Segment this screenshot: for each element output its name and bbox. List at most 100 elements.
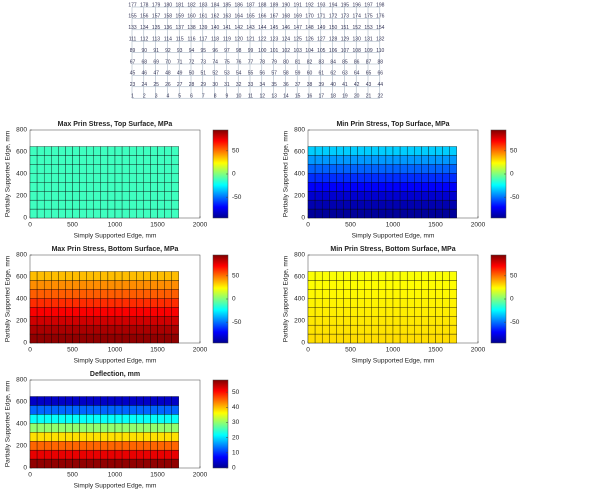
mesh-cell bbox=[343, 298, 351, 308]
mesh-cell bbox=[121, 432, 130, 442]
mesh-cell bbox=[371, 182, 380, 192]
mesh-cell bbox=[150, 396, 158, 406]
node-label: 79 bbox=[271, 59, 277, 65]
mesh-cell bbox=[421, 316, 429, 326]
mesh-cell bbox=[58, 324, 66, 335]
mesh-cell bbox=[428, 208, 436, 219]
mesh-cell bbox=[58, 441, 66, 451]
mesh-cell bbox=[107, 164, 116, 174]
mesh-cell bbox=[51, 280, 59, 290]
mesh-cell bbox=[51, 191, 59, 201]
mesh-cell bbox=[164, 432, 172, 442]
colorbar-tick-label: -50 bbox=[232, 319, 242, 326]
mesh-cell bbox=[29, 280, 38, 290]
mesh-cell bbox=[114, 182, 123, 192]
mesh-cell bbox=[86, 182, 94, 192]
mesh-cell bbox=[314, 182, 323, 192]
mesh-cell bbox=[364, 155, 372, 165]
mesh-cell bbox=[51, 199, 59, 210]
node-label: 4 bbox=[167, 94, 170, 100]
mesh-cell bbox=[121, 173, 130, 183]
mesh-cell bbox=[336, 271, 344, 281]
node-label: 32 bbox=[236, 82, 242, 88]
node-label: 75 bbox=[224, 59, 230, 65]
node-label: 57 bbox=[271, 71, 277, 77]
mesh-cell bbox=[357, 208, 365, 219]
mesh-cell bbox=[442, 173, 450, 183]
mesh-cell bbox=[100, 324, 109, 335]
node-label: 83 bbox=[319, 59, 325, 65]
mesh-cell bbox=[58, 333, 66, 344]
mesh-cell bbox=[79, 208, 87, 219]
colorbar bbox=[212, 379, 229, 469]
mesh-cell bbox=[72, 155, 80, 165]
colorbar-tick-label: 10 bbox=[232, 450, 240, 457]
mesh-cell bbox=[107, 199, 116, 210]
mesh-cell bbox=[65, 298, 73, 308]
node-label: 116 bbox=[188, 37, 196, 43]
panel-title: Max Prin Stress, Top Surface, MPa bbox=[58, 121, 173, 128]
node-label: 69 bbox=[153, 59, 159, 65]
node-label: 142 bbox=[235, 25, 244, 31]
mesh-cell bbox=[385, 199, 394, 210]
mesh-cell bbox=[51, 414, 59, 424]
mesh-cell bbox=[100, 316, 109, 326]
mesh-cell bbox=[150, 199, 158, 210]
mesh-cell bbox=[357, 155, 365, 165]
mesh-cell bbox=[29, 164, 38, 174]
mesh-cell bbox=[371, 324, 380, 335]
mesh-cell bbox=[157, 182, 165, 192]
node-label: 92 bbox=[165, 48, 171, 54]
mesh-cell bbox=[29, 199, 38, 210]
node-label: 12 bbox=[260, 94, 266, 100]
node-label: 60 bbox=[307, 71, 313, 77]
mesh-cell bbox=[65, 271, 73, 281]
mesh-cell bbox=[150, 271, 158, 281]
mesh-cell bbox=[114, 164, 123, 174]
mesh-cell bbox=[72, 432, 80, 442]
mesh-cell bbox=[114, 173, 123, 183]
mesh-cell bbox=[107, 208, 116, 219]
mesh-cell bbox=[435, 164, 443, 174]
node-label: 99 bbox=[248, 48, 254, 54]
mesh-cell bbox=[307, 191, 316, 201]
mesh-cell bbox=[421, 271, 429, 281]
mesh-cell bbox=[350, 324, 358, 335]
mesh-cell bbox=[435, 316, 443, 326]
mesh-cell bbox=[58, 199, 66, 210]
mesh-cell bbox=[150, 280, 158, 290]
mesh-cell bbox=[72, 199, 80, 210]
mesh-cell bbox=[428, 164, 436, 174]
node-label: 33 bbox=[248, 82, 254, 88]
mesh-cell bbox=[79, 182, 87, 192]
mesh-cell bbox=[442, 155, 450, 165]
mesh-cell bbox=[36, 182, 45, 192]
mesh-cell bbox=[343, 164, 351, 174]
mesh-cell bbox=[43, 164, 52, 174]
mesh-cell bbox=[79, 146, 87, 156]
mesh-cell bbox=[51, 441, 59, 451]
mesh-cell bbox=[435, 307, 443, 317]
mesh-cell bbox=[72, 423, 80, 433]
mesh-cell bbox=[65, 316, 73, 326]
node-label: 122 bbox=[258, 37, 267, 43]
mesh-cell bbox=[171, 458, 179, 469]
mesh-cell bbox=[51, 458, 59, 469]
node-label: 63 bbox=[342, 71, 348, 77]
mesh-cell bbox=[435, 333, 443, 344]
mesh-cell bbox=[29, 298, 38, 308]
x-tick-label: 0 bbox=[28, 222, 32, 229]
mesh-cell bbox=[406, 208, 415, 219]
mesh-cell bbox=[86, 449, 94, 460]
node-label: 147 bbox=[294, 25, 303, 31]
node-label: 68 bbox=[142, 59, 148, 65]
mesh-cell bbox=[93, 146, 102, 156]
node-label: 146 bbox=[282, 25, 291, 31]
mesh-cell bbox=[136, 191, 144, 201]
mesh-cell bbox=[399, 316, 408, 326]
mesh-cell bbox=[392, 298, 401, 308]
node-label: 62 bbox=[330, 71, 336, 77]
mesh-cell bbox=[442, 191, 450, 201]
node-label: 188 bbox=[258, 2, 267, 8]
mesh-cell bbox=[449, 280, 457, 290]
